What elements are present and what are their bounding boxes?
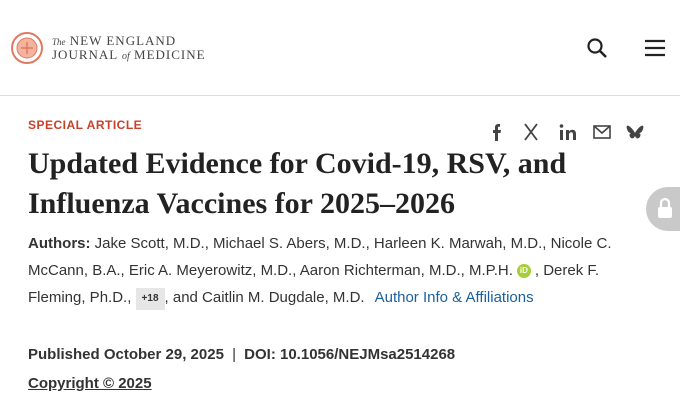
author-list: Authors: Jake Scott, M.D., Michael S. Ab… bbox=[28, 230, 640, 311]
doi[interactable]: DOI: 10.1056/NEJMsa2514268 bbox=[244, 346, 456, 363]
search-button[interactable] bbox=[586, 37, 610, 61]
orcid-icon[interactable]: iD bbox=[516, 264, 531, 278]
publication-meta: Published October 29, 2025 | DOI: 10.105… bbox=[28, 346, 455, 363]
logo-text: NEW ENGLAND bbox=[69, 33, 177, 48]
copyright-link[interactable]: Copyright © 2025 bbox=[28, 375, 152, 392]
logo-of: of bbox=[122, 51, 130, 62]
separator: | bbox=[232, 346, 236, 363]
article-title: Updated Evidence for Covid-19, RSV, and … bbox=[28, 147, 567, 220]
share-email[interactable] bbox=[593, 125, 611, 139]
share-linkedin[interactable] bbox=[559, 124, 576, 140]
author-names[interactable]: Jake Scott, M.D., Michael S. Abers, M.D.… bbox=[28, 235, 612, 279]
share-facebook[interactable] bbox=[493, 124, 501, 141]
logo-prefix: The bbox=[52, 37, 66, 47]
menu-button[interactable] bbox=[644, 38, 666, 58]
logo-text: JOURNAL bbox=[52, 47, 118, 62]
authors-label: Authors: bbox=[28, 235, 91, 252]
more-authors-button[interactable]: +18 bbox=[135, 288, 165, 310]
section-label: SPECIAL ARTICLE bbox=[28, 118, 143, 132]
published-date: Published October 29, 2025 bbox=[28, 346, 224, 363]
share-bar bbox=[493, 123, 644, 141]
logo-line1[interactable]: The NEW ENGLAND bbox=[52, 33, 176, 49]
logo-line2[interactable]: JOURNAL of MEDICINE bbox=[52, 47, 206, 63]
site-header: The NEW ENGLAND JOURNAL of MEDICINE bbox=[0, 0, 680, 96]
author-info-link[interactable]: Author Info & Affiliations bbox=[374, 289, 534, 306]
access-button[interactable] bbox=[646, 187, 680, 231]
author-names[interactable]: , Derek F. Fleming, Ph.D., bbox=[28, 262, 600, 306]
logo-seal[interactable] bbox=[10, 31, 44, 65]
logo-text: MEDICINE bbox=[134, 47, 206, 62]
author-names[interactable]: , and Caitlin M. Dugdale, M.D. bbox=[164, 289, 365, 306]
share-bluesky[interactable] bbox=[626, 125, 644, 139]
share-x[interactable] bbox=[524, 123, 538, 141]
